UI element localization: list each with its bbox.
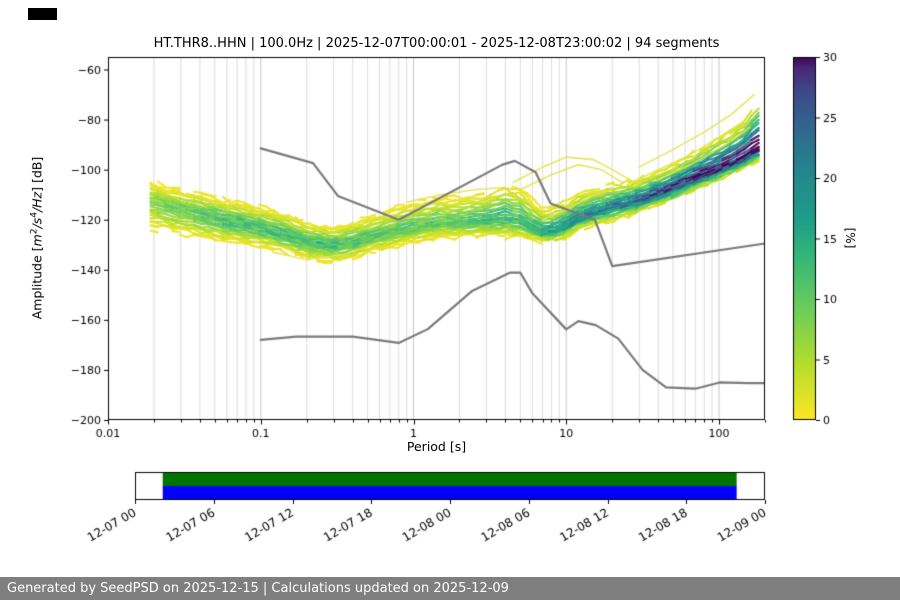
- footer-text: Generated by SeedPSD on 2025-12-15 | Cal…: [7, 581, 509, 596]
- footer-bar: Generated by SeedPSD on 2025-12-15 | Cal…: [0, 577, 900, 600]
- y-axis-label-text: Amplitude [: [29, 246, 45, 320]
- colorbar-label: [%]: [843, 227, 857, 249]
- x-axis-label: Period [s]: [406, 439, 467, 454]
- chart-canvas: [0, 0, 900, 560]
- chart-title: HT.THR8..HHN | 100.0Hz | 2025-12-07T00:0…: [153, 36, 720, 51]
- corner-mark: [28, 8, 57, 20]
- y-axis-label: Amplitude [m2/s4/Hz] [dB]: [29, 156, 45, 320]
